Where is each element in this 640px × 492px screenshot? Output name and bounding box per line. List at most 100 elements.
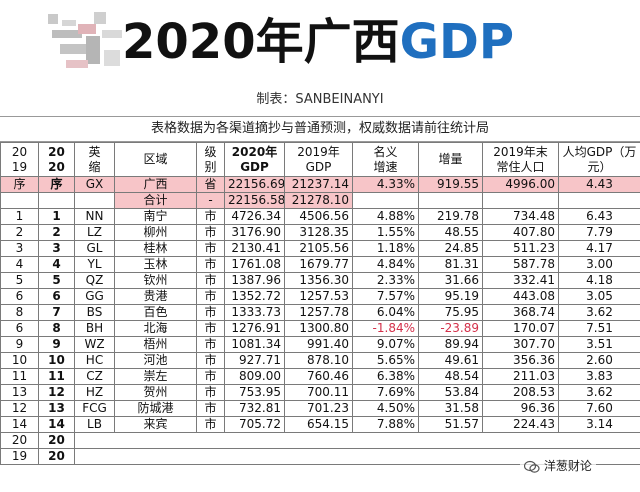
cell: 1081.34 — [224, 336, 285, 353]
table-row: 13 12 HZ 贺州市 753.95 700.11 7.69% 53.84 208.53 3.6… — [0, 384, 640, 401]
cell: 1.18% — [352, 240, 419, 257]
plane-logo-icon — [48, 12, 122, 68]
cell: 701.23 — [284, 400, 353, 417]
cell: 3128.35 — [284, 224, 353, 241]
cell: 市 — [196, 208, 225, 225]
cell: 市 — [196, 336, 225, 353]
cell: 崇左 — [114, 368, 197, 385]
cell: 9 — [0, 336, 39, 353]
cell: 4726.34 — [224, 208, 285, 225]
cell: 5 — [38, 272, 75, 289]
cell: BH — [74, 320, 115, 337]
cell: 南宁 — [114, 208, 197, 225]
cell: 700.11 — [284, 384, 353, 401]
cell: 4 — [38, 256, 75, 273]
cell: 12 — [38, 384, 75, 401]
cell: 玉林 — [114, 256, 197, 273]
watermark-text: 洋葱财论 — [543, 459, 592, 473]
cell: GX — [74, 176, 115, 193]
cell: - — [196, 192, 225, 209]
cell: 4996.00 — [482, 176, 559, 193]
cell: 市 — [196, 240, 225, 257]
col-header: 2019年末 常住人口 — [482, 142, 559, 177]
cell: 11 — [0, 368, 39, 385]
cell: 贺州 — [114, 384, 197, 401]
cell: 1 — [38, 208, 75, 225]
cell: HZ — [74, 384, 115, 401]
cell: 3.83 — [558, 368, 640, 385]
cell: 21237.14 — [284, 176, 353, 193]
cell: 219.78 — [418, 208, 483, 225]
cell: 1356.30 — [284, 272, 353, 289]
cell: 2 — [0, 224, 39, 241]
table-row: 2 2 LZ 柳州市 3176.90 3128.35 1.55% 48.55 407.80 7.7… — [0, 224, 640, 241]
cell: GG — [74, 288, 115, 305]
cell: YL — [74, 256, 115, 273]
cell: HC — [74, 352, 115, 369]
cell: 6.04% — [352, 304, 419, 321]
cell: 927.71 — [224, 352, 285, 369]
cell: 587.78 — [482, 256, 559, 273]
watermark: 洋葱财论 — [520, 456, 596, 475]
cell: 7.57% — [352, 288, 419, 305]
cell: 8 — [0, 304, 39, 321]
table-row: 12 13 FCG 防城港市 732.81 701.23 4.50% 31.58 96.36 7.… — [0, 400, 640, 417]
cell: 6.43 — [558, 208, 640, 225]
cell: 11 — [38, 368, 75, 385]
cell: 21278.10 — [284, 192, 353, 209]
cell: 3.00 — [558, 256, 640, 273]
table-row: 14 14 LB 来宾市 705.72 654.15 7.88% 51.57 224.43 3.1… — [0, 416, 640, 433]
cell: 1 — [0, 208, 39, 225]
cell: 防城港 — [114, 400, 197, 417]
cell: 24.85 — [418, 240, 483, 257]
cell: 332.41 — [482, 272, 559, 289]
cell: 307.70 — [482, 336, 559, 353]
col-header: 20 20 — [38, 142, 75, 177]
cell — [74, 432, 640, 449]
cell: 732.81 — [224, 400, 285, 417]
cell: 95.19 — [418, 288, 483, 305]
table-footer: 20 20 19 20 — [0, 432, 640, 465]
cell: 89.94 — [418, 336, 483, 353]
cell: 桂林 — [114, 240, 197, 257]
cell: 4.17 — [558, 240, 640, 257]
cell: 7.88% — [352, 416, 419, 433]
cell: 3.05 — [558, 288, 640, 305]
col-header: 英缩 — [74, 142, 115, 177]
cell: 6 — [0, 320, 39, 337]
cell: 4.84% — [352, 256, 419, 273]
cell — [74, 192, 115, 209]
cell — [38, 192, 75, 209]
footer-row: 19 20 — [0, 448, 640, 465]
cell: -23.89 — [418, 320, 483, 337]
title-prefix: 2020年广西 — [122, 14, 400, 70]
cell: 3 — [38, 240, 75, 257]
col-header: 区域 — [114, 142, 197, 177]
cell: 654.15 — [284, 416, 353, 433]
cell: 368.74 — [482, 304, 559, 321]
cell: 13 — [38, 400, 75, 417]
table-row: 3 3 GL 桂林市 2130.41 2105.56 1.18% 24.85 511.23 4.1… — [0, 240, 640, 257]
cell: 4.18 — [558, 272, 640, 289]
cell: 北海 — [114, 320, 197, 337]
table-row: 1 1 NN 南宁市 4726.34 4506.56 4.88% 219.78 734.48 6.… — [0, 208, 640, 225]
cell: 6.38% — [352, 368, 419, 385]
cell: 96.36 — [482, 400, 559, 417]
cell: 1276.91 — [224, 320, 285, 337]
cell: 3176.90 — [224, 224, 285, 241]
cell: 贵港 — [114, 288, 197, 305]
cell: 10 — [38, 352, 75, 369]
cell: 市 — [196, 304, 225, 321]
cell: 7.79 — [558, 224, 640, 241]
cell: 7.69% — [352, 384, 419, 401]
cell: 356.36 — [482, 352, 559, 369]
cell: 211.03 — [482, 368, 559, 385]
cell: 2130.41 — [224, 240, 285, 257]
table-header-row: 20 19 20 20 英缩 区域 级别 2020年 GDP 2019年 GDP 名义增… — [0, 142, 640, 177]
cell: 1352.72 — [224, 288, 285, 305]
cell — [0, 192, 39, 209]
cell: 9 — [38, 336, 75, 353]
cell: 4506.56 — [284, 208, 353, 225]
cell: 14 — [0, 416, 39, 433]
cell: 1333.73 — [224, 304, 285, 321]
